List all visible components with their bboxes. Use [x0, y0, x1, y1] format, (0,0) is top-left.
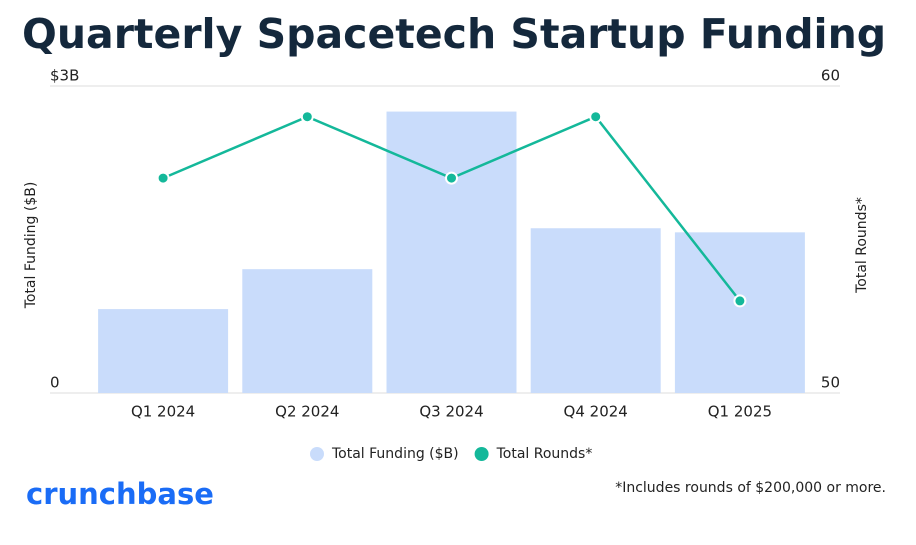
- bar: [98, 309, 229, 393]
- y2-tick-label: 50: [821, 374, 840, 392]
- point: [156, 171, 170, 185]
- logo: crunchbase: [26, 477, 214, 511]
- bar: [530, 228, 661, 393]
- bar: [386, 111, 517, 393]
- y-tick-label: $3B: [50, 67, 79, 85]
- y-tick-label: 0: [50, 374, 60, 392]
- legend-label: Total Funding ($B): [331, 446, 459, 462]
- x-tick-label: Q3 2024: [419, 403, 483, 421]
- x-tick-label: Q2 2024: [275, 403, 339, 421]
- point: [733, 294, 747, 308]
- chart-title: Quarterly Spacetech Startup Funding: [22, 10, 886, 58]
- y-axis-title: Total Funding ($B): [23, 182, 39, 310]
- point: [589, 110, 603, 124]
- x-tick-label: Q4 2024: [564, 403, 628, 421]
- point: [300, 110, 314, 124]
- bar: [242, 269, 373, 393]
- legend-swatch: [310, 447, 324, 461]
- x-tick-label: Q1 2025: [708, 403, 772, 421]
- x-tick-label: Q1 2024: [131, 403, 195, 421]
- y2-axis-title: Total Rounds*: [854, 197, 870, 294]
- point: [445, 171, 458, 185]
- footnote: *Includes rounds of $200,000 or more.: [615, 480, 886, 496]
- y2-tick-label: 60: [821, 67, 840, 85]
- legend-label: Total Rounds*: [496, 446, 593, 462]
- legend-swatch: [474, 447, 489, 461]
- bar: [674, 232, 805, 393]
